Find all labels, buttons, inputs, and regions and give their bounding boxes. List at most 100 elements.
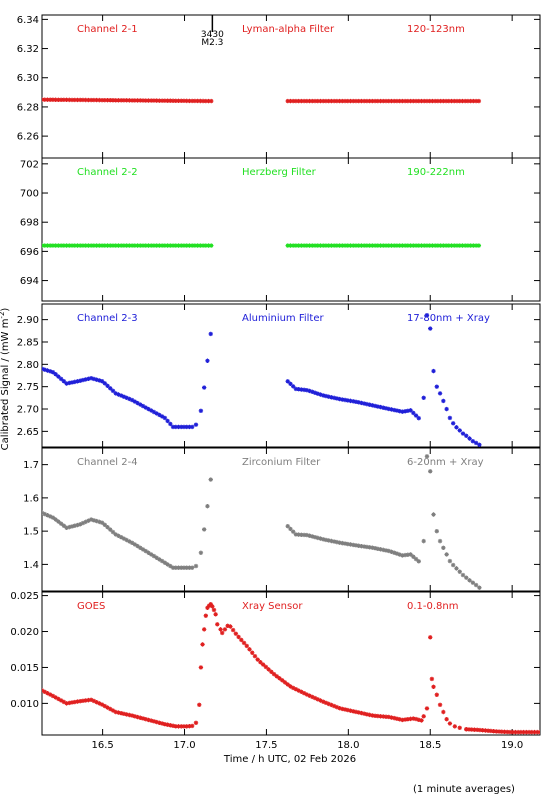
data-point — [469, 727, 474, 732]
data-point — [102, 381, 107, 386]
data-point — [293, 687, 299, 692]
data-point — [102, 243, 107, 248]
data-point — [299, 689, 304, 695]
data-point — [460, 243, 465, 248]
data-point — [318, 536, 323, 541]
data-point — [151, 719, 157, 724]
x-tick-label: 19.0 — [501, 740, 523, 751]
data-point — [88, 97, 94, 103]
data-point — [61, 97, 67, 103]
data-point — [135, 243, 140, 248]
data-point — [91, 97, 97, 103]
data-point — [422, 243, 427, 248]
data-point — [447, 415, 453, 421]
data-point — [201, 385, 207, 390]
data-point — [157, 557, 162, 562]
data-point — [64, 243, 69, 248]
data-point — [239, 637, 244, 643]
data-point — [356, 543, 361, 548]
data-point — [428, 635, 433, 640]
data-point — [78, 698, 83, 704]
data-point — [274, 674, 280, 679]
data-point — [121, 98, 127, 103]
data-points — [42, 97, 482, 104]
data-point — [323, 243, 329, 248]
data-point — [315, 243, 320, 248]
data-point — [203, 98, 209, 104]
data-point — [94, 699, 99, 705]
data-point — [383, 548, 389, 553]
data-point — [99, 378, 105, 384]
x-tick-label: 17.0 — [173, 740, 195, 751]
data-point — [411, 554, 416, 559]
data-point — [378, 714, 383, 719]
data-point — [307, 533, 312, 538]
data-point — [113, 98, 118, 103]
data-point — [170, 424, 176, 430]
data-point — [151, 553, 157, 559]
data-point — [394, 716, 400, 721]
data-point — [337, 396, 342, 402]
data-point — [441, 709, 446, 715]
data-point — [165, 98, 170, 103]
data-point — [413, 556, 419, 562]
data-point — [290, 98, 296, 104]
data-point — [485, 728, 491, 733]
data-point — [424, 243, 430, 248]
data-point — [331, 703, 337, 709]
y-tick-label: 0.020 — [10, 627, 39, 638]
data-point — [304, 692, 310, 697]
data-point — [386, 714, 391, 720]
data-point — [386, 243, 391, 248]
data-point — [140, 547, 146, 552]
data-point — [488, 728, 494, 734]
data-point — [427, 98, 432, 104]
data-point — [94, 97, 99, 103]
data-point — [143, 548, 148, 554]
data-point — [189, 243, 195, 248]
data-point — [331, 98, 337, 104]
data-point — [462, 98, 468, 104]
data-point — [413, 98, 419, 104]
data-point — [173, 98, 178, 103]
data-point — [312, 390, 318, 395]
data-point — [181, 565, 187, 570]
data-point — [408, 408, 413, 413]
data-point — [236, 634, 241, 640]
data-point — [421, 714, 426, 719]
data-point — [411, 716, 416, 721]
y-tick-label: 2.90 — [17, 315, 39, 326]
data-point — [138, 715, 143, 720]
data-point — [140, 98, 146, 103]
data-point — [434, 528, 439, 534]
y-tick-label: 694 — [20, 276, 39, 287]
data-point — [375, 713, 381, 719]
data-point — [189, 723, 195, 729]
data-point — [105, 524, 110, 530]
data-point — [135, 98, 140, 103]
data-point — [342, 541, 348, 546]
data-point — [255, 657, 260, 662]
data-point — [307, 243, 312, 248]
data-point — [288, 526, 293, 532]
data-point — [472, 727, 477, 732]
footnote: (1 minute averages) — [413, 784, 515, 795]
data-point — [470, 438, 476, 444]
data-point — [146, 717, 151, 723]
data-point — [375, 243, 381, 248]
data-point — [301, 98, 307, 104]
data-point — [135, 714, 140, 720]
data-point — [67, 700, 72, 706]
data-point — [78, 243, 83, 248]
data-point — [203, 613, 209, 618]
data-point — [446, 243, 452, 248]
data-point — [285, 98, 290, 104]
data-point — [176, 724, 181, 729]
data-point — [345, 243, 350, 248]
data-point — [432, 243, 438, 248]
data-point — [50, 97, 56, 102]
data-point — [304, 243, 310, 248]
data-point — [86, 243, 91, 248]
data-point — [392, 407, 397, 413]
data-point — [337, 98, 342, 104]
